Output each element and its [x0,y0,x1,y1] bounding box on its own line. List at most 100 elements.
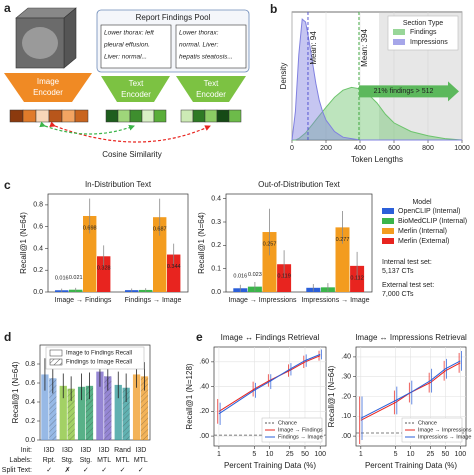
value-label: 0.328 [97,266,111,272]
value-label: 0.119 [277,274,290,280]
similarity-arrow [39,121,135,135]
note: External test set: [382,282,434,289]
legend-swatch [49,358,63,366]
row-value: I3D [80,447,91,454]
x-tick-label: 100 [314,451,326,458]
report-text: hepatis steatosis... [179,54,233,61]
value-label: 0.257 [263,241,277,247]
x-tick-label: 0 [290,145,294,152]
legend-label: Chance [418,420,437,426]
embedding-cell [22,109,37,123]
embedding-cell [180,109,194,123]
y-tick-label: 0.8 [33,202,43,209]
y-axis-label: Density [279,63,288,90]
y-tick-label: 0.1 [211,266,221,273]
legend-label: Merlin (External) [398,238,449,245]
panel-label: d [4,330,11,344]
chart-title: Image ↔ Impressions Retrieval [355,333,467,342]
bar-hatch [122,387,130,440]
row-value: Stg. [61,457,74,464]
report-text: Liver: normal... [104,54,147,61]
row-value: ✓ [101,467,107,474]
series-line [218,353,321,415]
row-value: MTL [97,457,111,464]
bar [262,232,277,292]
bar [167,254,181,292]
note: 5,137 CTs [382,268,414,275]
embedding-cell [105,109,119,123]
y-tick-label: 0.4 [211,196,221,203]
legend-swatch [393,39,405,45]
x-tick-label: 10 [407,451,415,458]
x-tick-label: 400 [354,145,366,152]
pool-title: Report Findings Pool [136,13,211,22]
x-tick-label: Findings → Image [125,297,182,304]
y-tick-label: .00 [341,433,351,440]
image-encoder [4,73,92,102]
y-tick-label: 0.2 [211,242,221,249]
row-value: I3D [44,447,55,454]
x-tick-label: 1000 [454,145,470,152]
row-value: ✓ [83,467,89,474]
bar [41,374,49,440]
series-line [360,360,461,419]
ct-body [22,27,58,59]
x-tick-label: Image → Impressions [228,297,297,304]
report-text: pleural effusion. [103,42,150,49]
row-value: ✓ [120,467,126,474]
x-axis-label: Token Lengths [351,155,403,164]
x-tick-label: 25 [426,451,434,458]
row-label: Split Text: [2,467,32,474]
row-label: Init: [21,447,32,454]
embedding-cell [153,109,167,123]
x-tick-label: 25 [286,451,294,458]
bar [59,385,67,440]
y-axis-label: Recall@1 (N=64) [19,212,28,274]
y-tick-label: .00 [199,433,209,440]
text-encoder [176,76,246,102]
legend-title: Model [412,199,432,206]
panel-label: e [196,330,203,344]
value-label: 0.344 [167,264,181,270]
bar [97,256,111,292]
y-tick-label: 0.3 [211,219,221,226]
y-tick-label: .30 [341,374,351,381]
note: 7,000 CTs [382,291,414,298]
row-value: MTL [116,457,130,464]
row-value: MTL [134,457,148,464]
y-tick-label: .20 [199,408,209,415]
value-label: 0.016 [55,276,69,282]
y-axis-label: Recall@1 (N=128) [185,363,194,429]
y-axis-label: Recall@1 (N=64) [327,365,336,427]
bar [153,217,167,292]
embedding-cell [192,109,206,123]
row-value: ✗ [65,466,71,474]
embedding-cell [129,109,143,123]
report-box [175,24,247,69]
y-axis-label: Recall@1 (N=64) [11,361,20,423]
x-axis-label: Percent Training Data (%) [224,461,316,470]
text-encoder [101,76,170,102]
legend-label: Impressions [410,39,448,46]
legend-label: Image to Findings Recall [66,351,132,357]
embedding-cell [228,109,242,123]
bar [96,371,104,440]
y-tick-label: 0.4 [33,245,43,252]
report-text: Lower thorax: left [104,30,155,37]
y-tick-label: .60 [199,359,209,366]
legend-label: Chance [278,420,297,426]
annotation-arrow [359,81,459,102]
embedding-cell [117,109,131,123]
embedding-cell [216,109,230,123]
y-tick-label: 0.6 [25,380,35,387]
x-tick-label: 10 [266,451,274,458]
legend-label: Image → Findings [278,427,323,433]
y-tick-label: 0.0 [33,289,43,296]
legend-label: Impressions → Image [418,434,472,440]
y-tick-label: 0.0 [25,437,35,444]
density-line [292,86,463,141]
x-tick-label: 600 [388,145,400,152]
x-tick-label: 50 [441,451,449,458]
row-value: ✓ [138,467,144,474]
